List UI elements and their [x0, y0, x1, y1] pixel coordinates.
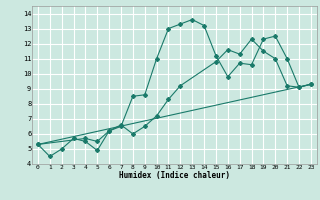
X-axis label: Humidex (Indice chaleur): Humidex (Indice chaleur) [119, 171, 230, 180]
